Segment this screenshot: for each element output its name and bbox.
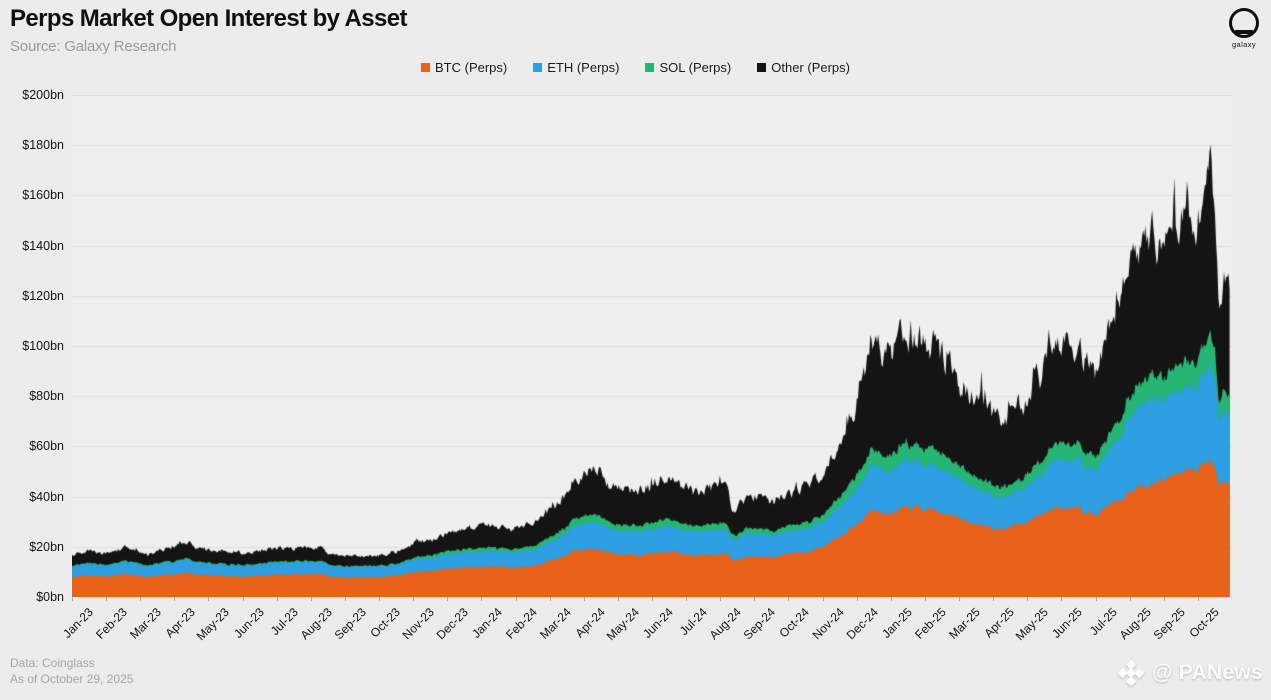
- x-axis-tick: [822, 597, 824, 601]
- legend-item-btc: BTC (Perps): [421, 60, 507, 75]
- x-axis-tick: [549, 597, 551, 601]
- x-axis-tick: [481, 597, 483, 601]
- legend-swatch-icon: [757, 63, 767, 72]
- x-axis-tick: [788, 597, 790, 601]
- x-axis-tick: [310, 597, 312, 601]
- chart-legend: BTC (Perps) ETH (Perps) SOL (Perps) Other (…: [0, 60, 1271, 75]
- x-axis-tick: [754, 597, 756, 601]
- x-axis-tick: [1163, 597, 1165, 601]
- legend-label: ETH (Perps): [547, 60, 620, 75]
- x-axis-tick: [720, 597, 722, 601]
- page-title: Perps Market Open Interest by Asset: [10, 5, 408, 32]
- x-axis-tick: [208, 597, 210, 601]
- x-axis-tick: [652, 597, 653, 601]
- x-axis-tick: [379, 597, 381, 601]
- x-axis-tick: [959, 597, 961, 601]
- y-axis-label: $200bn: [22, 88, 64, 102]
- panews-diamond-icon: [1117, 660, 1144, 686]
- x-axis-tick: [447, 597, 449, 601]
- panews-watermark: @ PANews: [1117, 660, 1263, 686]
- y-axis-label: $20bn: [29, 539, 64, 554]
- x-axis-tick: [1197, 597, 1199, 601]
- x-axis-tick: [276, 597, 278, 601]
- y-axis-label: $40bn: [29, 489, 64, 504]
- x-axis-tick: [686, 597, 688, 601]
- y-axis-label: $140bn: [22, 238, 64, 253]
- x-axis-tick: [1061, 597, 1063, 601]
- x-axis-tick: [106, 597, 108, 601]
- x-axis-tick: [890, 597, 892, 601]
- stacked-area-chart: [72, 95, 1232, 597]
- legend-swatch-icon: [533, 63, 543, 72]
- legend-label: BTC (Perps): [435, 60, 508, 75]
- y-axis-label: $160bn: [22, 188, 64, 203]
- x-axis-tick: [1129, 597, 1131, 601]
- galaxy-helmet-icon: [1229, 8, 1259, 38]
- x-axis-tick: [174, 597, 176, 601]
- x-axis-tick: [617, 597, 619, 601]
- legend-item-eth: ETH (Perps): [533, 60, 619, 75]
- x-axis-tick: [993, 597, 995, 601]
- x-axis-tick: [413, 597, 415, 601]
- y-axis-label: $180bn: [22, 138, 64, 153]
- x-axis-tick: [140, 597, 142, 601]
- watermark-label: @ PANews: [1151, 661, 1263, 684]
- y-axis-label: $80bn: [29, 389, 64, 404]
- galaxy-logo: galaxy: [1226, 8, 1262, 49]
- footer-data-source: Data: Coinglass: [10, 656, 95, 670]
- x-axis-tick: [515, 597, 517, 601]
- x-axis-tick: [1095, 597, 1097, 601]
- legend-item-other: Other (Perps): [757, 60, 850, 75]
- legend-label: SOL (Perps): [659, 60, 732, 75]
- x-axis-tick: [856, 597, 858, 601]
- legend-swatch-icon: [421, 63, 430, 72]
- y-axis-label: $100bn: [22, 339, 64, 353]
- x-axis-tick: [344, 597, 346, 601]
- legend-item-sol: SOL (Perps): [645, 60, 731, 75]
- source-subtitle: Source: Galaxy Research: [10, 38, 177, 55]
- legend-label: Other (Perps): [771, 60, 850, 75]
- y-axis-label: $120bn: [22, 288, 64, 303]
- x-axis-tick: [1027, 597, 1029, 601]
- x-axis-tick: [583, 597, 585, 601]
- x-axis-tick: [72, 597, 73, 601]
- legend-swatch-icon: [645, 63, 655, 72]
- x-axis-tick: [242, 597, 244, 601]
- footer-as-of: As of October 29, 2025: [10, 672, 134, 686]
- y-axis-label: $0bn: [36, 590, 64, 604]
- y-axis-label: $60bn: [29, 439, 64, 454]
- x-axis-tick: [924, 597, 926, 601]
- galaxy-logo-label: galaxy: [1231, 40, 1257, 49]
